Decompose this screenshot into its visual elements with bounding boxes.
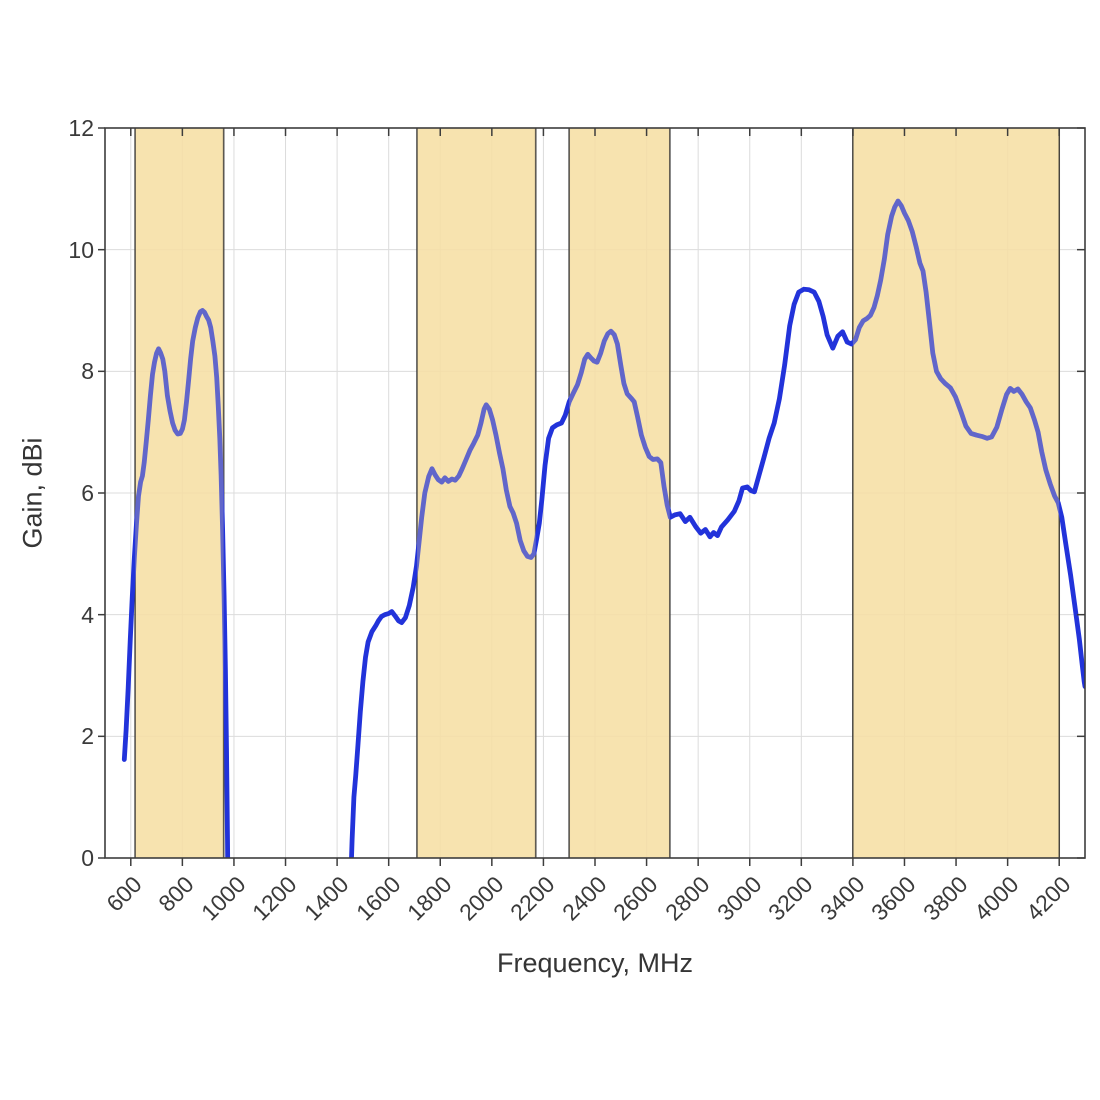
band-overlay-3 [569,128,670,858]
tick-marks [98,127,1085,866]
gain-curve-group [121,198,1085,858]
band-overlay-1 [135,128,224,858]
y-tick-label-10: 10 [68,236,94,263]
band-overlays [135,128,1060,858]
x-axis-label: Frequency, MHz [496,948,694,978]
y-tick-label-4: 4 [81,601,94,628]
y-axis-label: Gain, dBi [17,437,48,549]
y-tick-label-2: 2 [81,723,94,750]
y-tick-label-12: 12 [68,115,94,141]
band-overlay-4 [852,128,1060,858]
y-tick-label-6: 6 [81,480,94,506]
y-tick-label-0: 0 [81,845,94,871]
band-region-3 [569,128,670,858]
band-overlay-2 [417,128,536,858]
band-region-1 [135,128,224,858]
band-region-2 [417,128,536,858]
gain-curve [121,198,1085,858]
y-tick-label-8: 8 [81,358,94,385]
